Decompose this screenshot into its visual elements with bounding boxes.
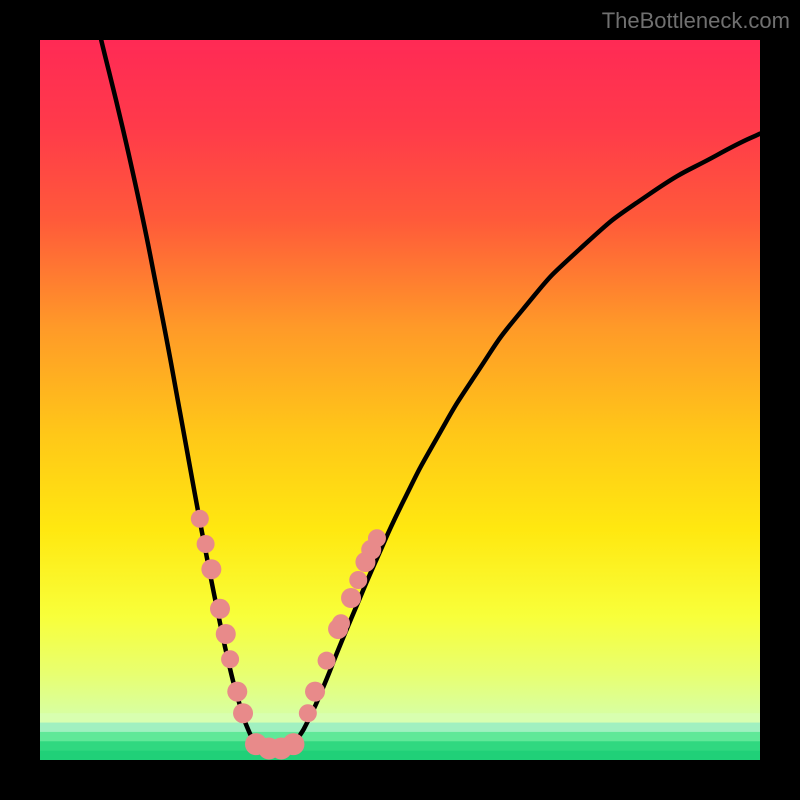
data-point (210, 599, 230, 619)
data-point (305, 682, 325, 702)
data-point (332, 614, 350, 632)
data-point (349, 571, 367, 589)
curve-overlay (40, 40, 760, 760)
curve-right-branch (288, 134, 760, 750)
watermark-text: TheBottleneck.com (602, 8, 790, 34)
data-point (282, 733, 304, 755)
data-point (221, 650, 239, 668)
curve-left-branch (101, 40, 264, 749)
data-point (299, 704, 317, 722)
data-point (216, 624, 236, 644)
data-point (197, 535, 215, 553)
data-point (227, 682, 247, 702)
data-point (368, 529, 386, 547)
chart-plot-area (40, 40, 760, 760)
data-point (201, 559, 221, 579)
data-point (318, 652, 336, 670)
data-point (341, 588, 361, 608)
data-point (191, 510, 209, 528)
data-point (233, 703, 253, 723)
